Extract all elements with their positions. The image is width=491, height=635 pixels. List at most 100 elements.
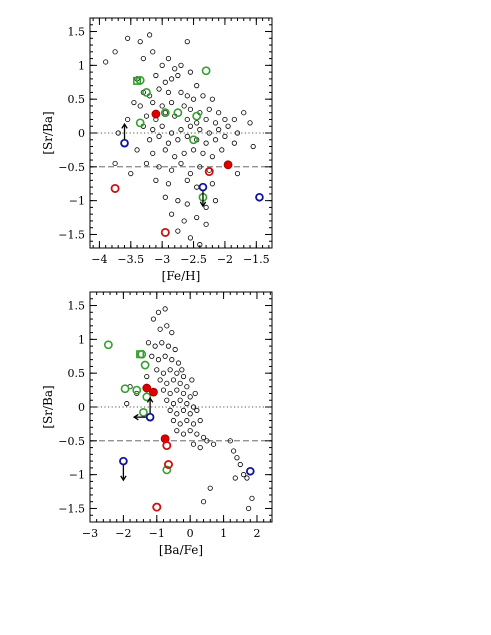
data-point-small [112, 49, 118, 55]
data-point-small [184, 384, 190, 390]
lower-limit-arrow-head [121, 122, 128, 129]
data-point-small [124, 401, 130, 407]
data-point-small [165, 181, 172, 187]
data-point-small [231, 116, 237, 123]
data-point-small [241, 472, 247, 478]
data-point-green-square [136, 350, 145, 359]
data-point-small [162, 194, 168, 200]
data-point-small [209, 154, 215, 160]
data-point-small [207, 485, 213, 491]
data-point-small [160, 387, 167, 393]
data-point-red-open [152, 502, 162, 512]
data-point-small [203, 221, 209, 227]
data-point-small [197, 444, 203, 451]
data-point-green [139, 408, 148, 417]
x-tick-label: −2 [115, 527, 131, 540]
data-point-green [142, 88, 151, 97]
data-point-small [200, 499, 207, 505]
data-point-small [219, 147, 225, 153]
data-point-small [222, 133, 228, 139]
data-point-small [177, 421, 183, 427]
data-point-small [180, 373, 187, 380]
data-point-small [174, 387, 180, 393]
x-axis-label: [Fe/H] [162, 269, 201, 283]
data-point-small [150, 316, 157, 322]
data-point-red-filled [149, 387, 158, 397]
data-point-small [156, 133, 162, 139]
data-point-small [209, 181, 215, 187]
upper-limit-arrow-head [199, 201, 207, 208]
data-point-small [180, 407, 187, 413]
data-point-small [190, 147, 197, 153]
data-point-small [103, 59, 109, 65]
y-tick-label: 1 [78, 59, 85, 72]
y-tick-label: 0.5 [68, 93, 86, 106]
data-point-small [234, 170, 241, 177]
data-point-small [164, 397, 170, 403]
data-point-small [247, 120, 253, 126]
data-point-small [210, 441, 217, 447]
data-point-small [169, 329, 175, 336]
y-tick-label: −0.5 [58, 161, 85, 174]
data-point-small [190, 96, 197, 102]
data-point-small [212, 137, 219, 143]
data-point-small [192, 390, 198, 397]
data-point-small [200, 93, 206, 99]
data-point-small [172, 66, 178, 72]
data-point-small [131, 99, 137, 106]
x-tick-label: −1 [149, 527, 165, 540]
left-limit-arrow-head [132, 413, 139, 421]
data-point-small [175, 360, 182, 366]
x-tick-label: −3.5 [117, 253, 144, 266]
data-point-small [147, 137, 153, 143]
data-point-small [216, 110, 222, 116]
data-point-small [237, 461, 243, 468]
data-point-small [203, 140, 209, 146]
data-point-blue [119, 456, 128, 466]
data-point-green-square [133, 76, 142, 85]
data-point-small [134, 147, 140, 153]
data-point-small [157, 377, 163, 383]
data-point-small [168, 99, 175, 106]
data-point-small [167, 390, 173, 397]
data-point-red-open [163, 459, 173, 469]
data-point-small [167, 367, 173, 373]
data-point-small [184, 39, 190, 45]
data-point-small [165, 140, 172, 146]
data-point-small [137, 39, 143, 45]
data-point-small [190, 404, 197, 410]
data-point-green [142, 392, 152, 402]
upper-limit-arrow-head [120, 475, 127, 482]
data-point-small [187, 123, 194, 129]
x-tick-label: −4 [91, 253, 107, 266]
data-point-small [162, 353, 168, 359]
data-point-small [177, 397, 183, 403]
x-tick-label: −1.5 [243, 253, 270, 266]
data-point-small [172, 346, 178, 353]
data-point-small [149, 353, 155, 359]
data-point-small [168, 167, 175, 173]
data-point-small [178, 89, 184, 96]
data-point-small [181, 103, 187, 109]
y-axis-label: [Sr/Ba] [41, 385, 55, 428]
data-point-small [172, 154, 178, 160]
data-point-small [155, 309, 162, 315]
x-tick-label: −3 [154, 253, 170, 266]
data-point-blue [255, 192, 264, 202]
data-point-small [187, 394, 193, 400]
data-point-small [187, 106, 194, 112]
data-point-small [112, 160, 118, 167]
data-point-small [162, 110, 168, 116]
data-point-small [209, 96, 215, 102]
ba-fe-panel: −3 −2 −1 0 1 2 −1.5 −1 −0.5 0 0.5 1 1.5 [Ba/Fe] [Sr/Ba… [41, 291, 273, 557]
data-point-small [168, 130, 175, 136]
data-point-small [197, 242, 203, 248]
data-point-small [194, 120, 200, 126]
data-point-small [206, 106, 212, 112]
data-point-small [175, 228, 181, 234]
data-point-green [132, 385, 142, 395]
data-point-green [160, 108, 170, 118]
data-point-small [175, 137, 181, 143]
data-point-small [169, 357, 175, 363]
data-point-green [140, 360, 150, 370]
